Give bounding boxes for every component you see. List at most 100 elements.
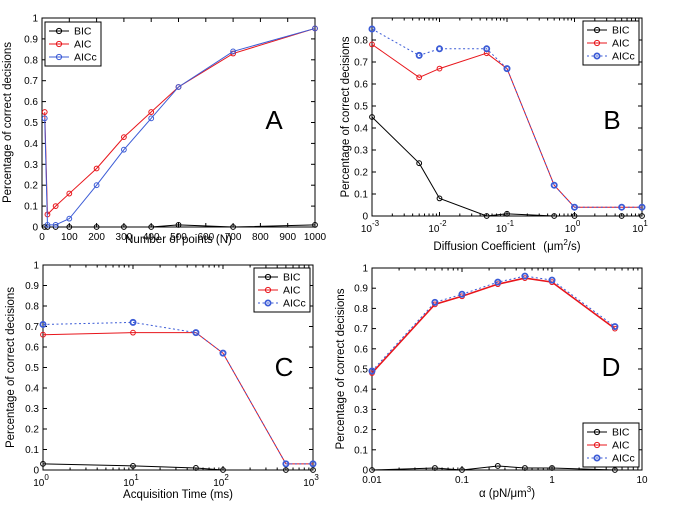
- data-point-aicc: [192, 329, 200, 337]
- y-axis-label: Percentage of correct decisions: [340, 36, 352, 197]
- x-tick-label: 800: [252, 232, 269, 243]
- y-tick-label: 0.8: [354, 304, 368, 315]
- legend-label-aicc: AICc: [74, 52, 97, 64]
- panel-d: 0 0.1 0.2 0.3 0.4 0.5 0.6 0.7 0.8 0.9 1 0.01 0.1 1 10 P…: [335, 264, 648, 501]
- y-tick-label: 0.3: [354, 146, 368, 157]
- legend-label-bic: BIC: [612, 25, 630, 37]
- data-point-aicc: [175, 84, 182, 90]
- y-tick-label: 0: [32, 223, 38, 234]
- series-line-aicc: [371, 275, 616, 372]
- legend-marker-bic: [55, 27, 63, 35]
- panel-b: 0 0.1 0.2 0.3 0.4 0.5 0.6 0.7 0.8 10-3 10-2 10-1 100…: [340, 17, 648, 253]
- data-point-aicc: [571, 203, 579, 211]
- x-tick-label: 400: [143, 232, 160, 243]
- data-point-aicc: [148, 115, 155, 122]
- y-tick-label: 0.5: [354, 102, 368, 113]
- y-tick-label: 0.3: [25, 404, 39, 415]
- legend-label-aicc: AICc: [612, 51, 635, 63]
- y-tick-label: 0.8: [25, 302, 39, 313]
- data-point-bic: [230, 224, 237, 230]
- data-point-bic: [66, 224, 73, 230]
- x-tick-label: 0.01: [362, 475, 382, 486]
- series-line-aicc: [44, 27, 316, 226]
- data-point-bic: [483, 213, 490, 219]
- data-point-bic: [220, 467, 226, 473]
- x-tick-label: 100: [565, 219, 581, 235]
- data-point-bic: [130, 463, 136, 469]
- data-point-aicc: [44, 222, 51, 228]
- data-point-aicc: [52, 222, 59, 228]
- x-tick-label: 10: [636, 475, 648, 486]
- data-point-bic: [612, 467, 618, 473]
- y-tick-label: 0.8: [354, 36, 368, 47]
- legend-label-aic: AIC: [612, 38, 630, 50]
- y-tick-label: 0.2: [354, 168, 368, 179]
- data-point-bic: [618, 213, 625, 219]
- data-point-aicc: [521, 272, 529, 280]
- legend-marker-aicc: [264, 299, 272, 307]
- series-line-aicc: [371, 28, 642, 208]
- data-point-aicc: [503, 65, 511, 73]
- legend-marker-aic: [264, 286, 272, 294]
- x-tick-label: 10-1: [496, 219, 515, 235]
- data-point-aicc: [431, 298, 439, 306]
- data-point-bic: [416, 160, 423, 167]
- y-tick-label: 0: [362, 212, 368, 223]
- series-line-aic: [44, 27, 316, 216]
- legend-label-aic: AIC: [74, 39, 92, 51]
- data-point-bic: [193, 465, 199, 471]
- data-point-aicc: [121, 146, 127, 153]
- panel-letter: C: [275, 352, 294, 382]
- legend-marker-aic: [593, 441, 601, 449]
- series-line-aic: [371, 277, 616, 374]
- data-point-bic: [551, 213, 558, 219]
- x-tick-label: 102: [213, 473, 229, 489]
- data-point-bic: [175, 222, 182, 228]
- series-line-bic: [44, 224, 316, 228]
- y-tick-label: 0.7: [25, 322, 39, 333]
- data-point-bic: [639, 213, 645, 219]
- x-tick-label: 101: [632, 219, 648, 235]
- data-point-bic: [121, 224, 127, 230]
- y-tick-label: 0.6: [25, 343, 39, 354]
- data-point-aicc: [458, 290, 466, 298]
- data-point-aicc: [618, 203, 626, 211]
- data-point-bic: [504, 210, 510, 217]
- data-point-bic: [432, 465, 438, 471]
- legend-label-aicc: AICc: [283, 298, 306, 310]
- legend-marker-bic: [264, 273, 272, 281]
- y-tick-label: 0.4: [24, 139, 38, 150]
- x-tick-label: 100: [33, 473, 49, 489]
- y-tick-label: 0.2: [354, 425, 368, 436]
- series-line-aic: [42, 332, 313, 465]
- data-point-aic: [130, 329, 136, 336]
- x-axis-label: α (pN/μm3): [479, 485, 535, 500]
- x-tick-label: 300: [116, 232, 133, 243]
- y-tick-label: 0.2: [24, 181, 38, 192]
- data-point-aicc: [368, 25, 376, 33]
- y-tick-label: 0.1: [354, 190, 368, 201]
- y-tick-label: 0.7: [354, 324, 368, 335]
- x-tick-label: 103: [303, 473, 319, 489]
- data-point-aic: [41, 109, 48, 115]
- series-line-aicc: [42, 321, 313, 465]
- legend-marker-aicc: [593, 52, 601, 60]
- data-point-aicc: [41, 115, 48, 122]
- y-tick-label: 0.5: [354, 365, 368, 376]
- y-axis-label: Percentage of correct decisions: [335, 288, 347, 449]
- data-point-aic: [40, 331, 46, 338]
- data-point-aicc: [129, 318, 137, 326]
- data-point-bic: [310, 467, 316, 473]
- data-point-aicc: [435, 45, 443, 53]
- data-point-bic: [459, 467, 465, 473]
- data-point-aicc: [230, 48, 237, 55]
- panel-c: 0 0.1 0.2 0.3 0.4 0.5 0.6 0.7 0.8 0.9 1 100 101 102 10…: [5, 261, 319, 502]
- y-tick-label: 0.9: [354, 284, 368, 295]
- x-tick-label: 10-2: [428, 219, 447, 235]
- data-point-aic: [66, 190, 73, 197]
- x-tick-label: 101: [123, 473, 139, 489]
- data-point-bic: [494, 463, 501, 469]
- panel-letter: B: [603, 105, 620, 135]
- panel-letter: A: [265, 105, 283, 135]
